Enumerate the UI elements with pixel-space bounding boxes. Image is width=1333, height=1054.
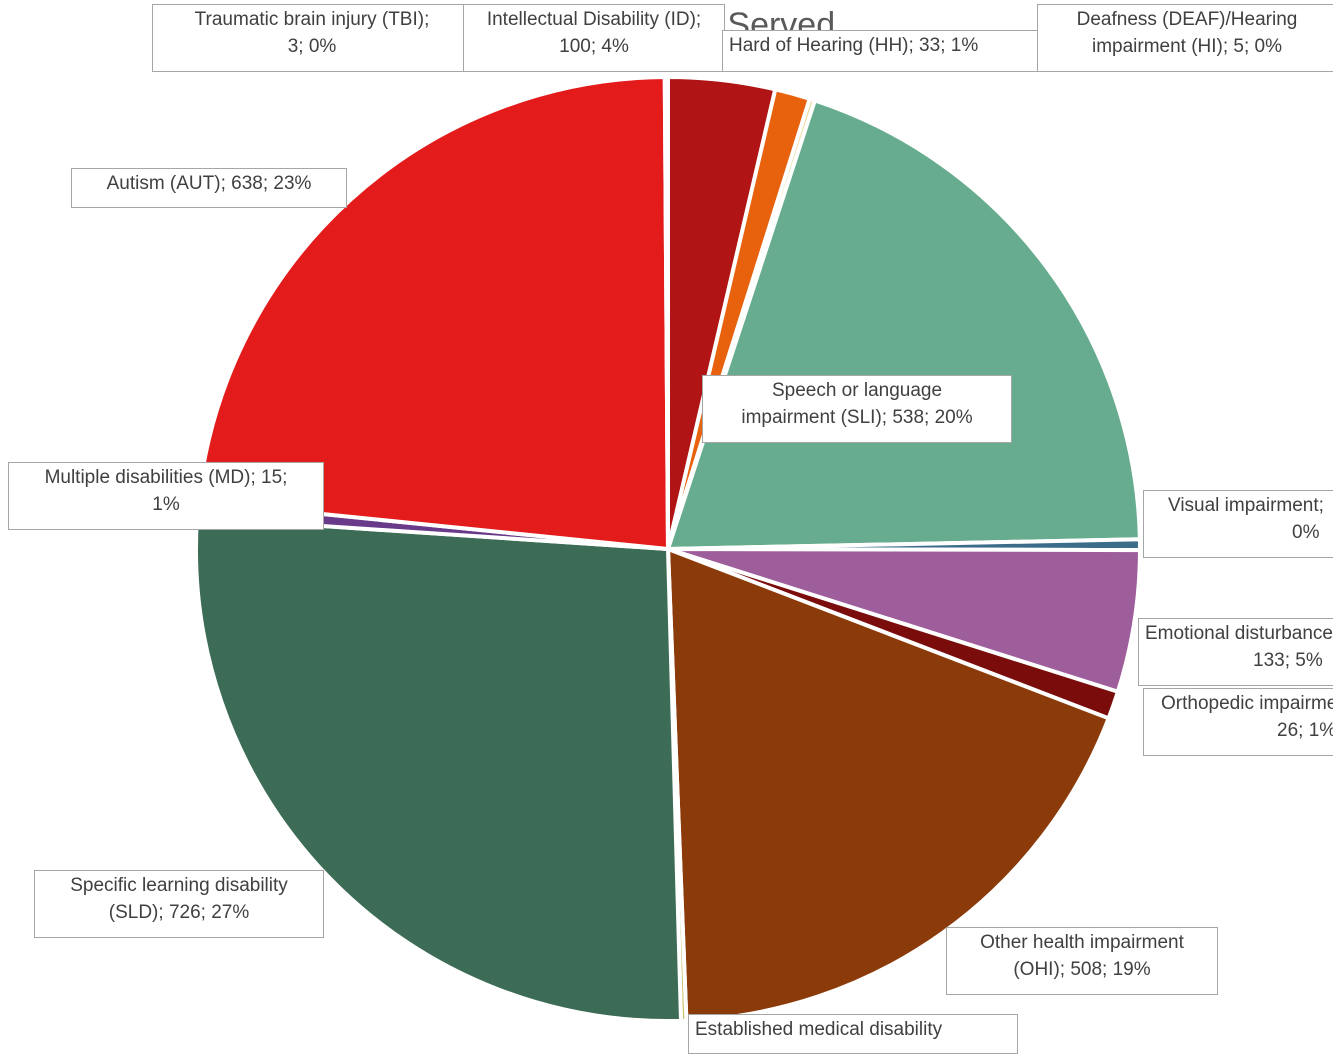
- pie-slice-autism-aut: [196, 75, 670, 551]
- data-label-aut: Autism (AUT); 638; 23%: [71, 168, 347, 208]
- data-label-ortho: Orthopedic impairment;26; 1%: [1143, 688, 1333, 756]
- pie-slice-other-health-impairment-ohi: [666, 547, 1111, 1023]
- data-label-ohi: Other health impairment (OHI); 508; 19%: [946, 927, 1218, 995]
- data-label-deaf: Deafness (DEAF)/Hearing impairment (HI); …: [1037, 4, 1333, 72]
- data-label-visual: Visual impairment; 0%: [1143, 490, 1333, 558]
- data-label-emotional: Emotional disturbance; 133; 5%: [1138, 618, 1333, 686]
- data-label-id: Intellectual Disability (ID); 100; 4%: [463, 4, 725, 72]
- data-label-sli: Speech or language impairment (SLI); 538;…: [702, 375, 1012, 443]
- data-label-md: Multiple disabilities (MD); 15; 1%: [8, 462, 324, 530]
- pie-slice-specific-learning-disability-sld: [194, 515, 683, 1023]
- data-label-sld: Specific learning disability (SLD); 726; …: [34, 870, 324, 938]
- data-label-tbi: Traumatic brain injury (TBI); 3; 0%: [152, 4, 472, 72]
- data-label-hh: Hard of Hearing (HH); 33; 1%: [722, 30, 1040, 72]
- data-label-emd: Established medical disability: [688, 1014, 1018, 1054]
- pie-slice-traumatic-brain-injury-tbi: [662, 74, 670, 551]
